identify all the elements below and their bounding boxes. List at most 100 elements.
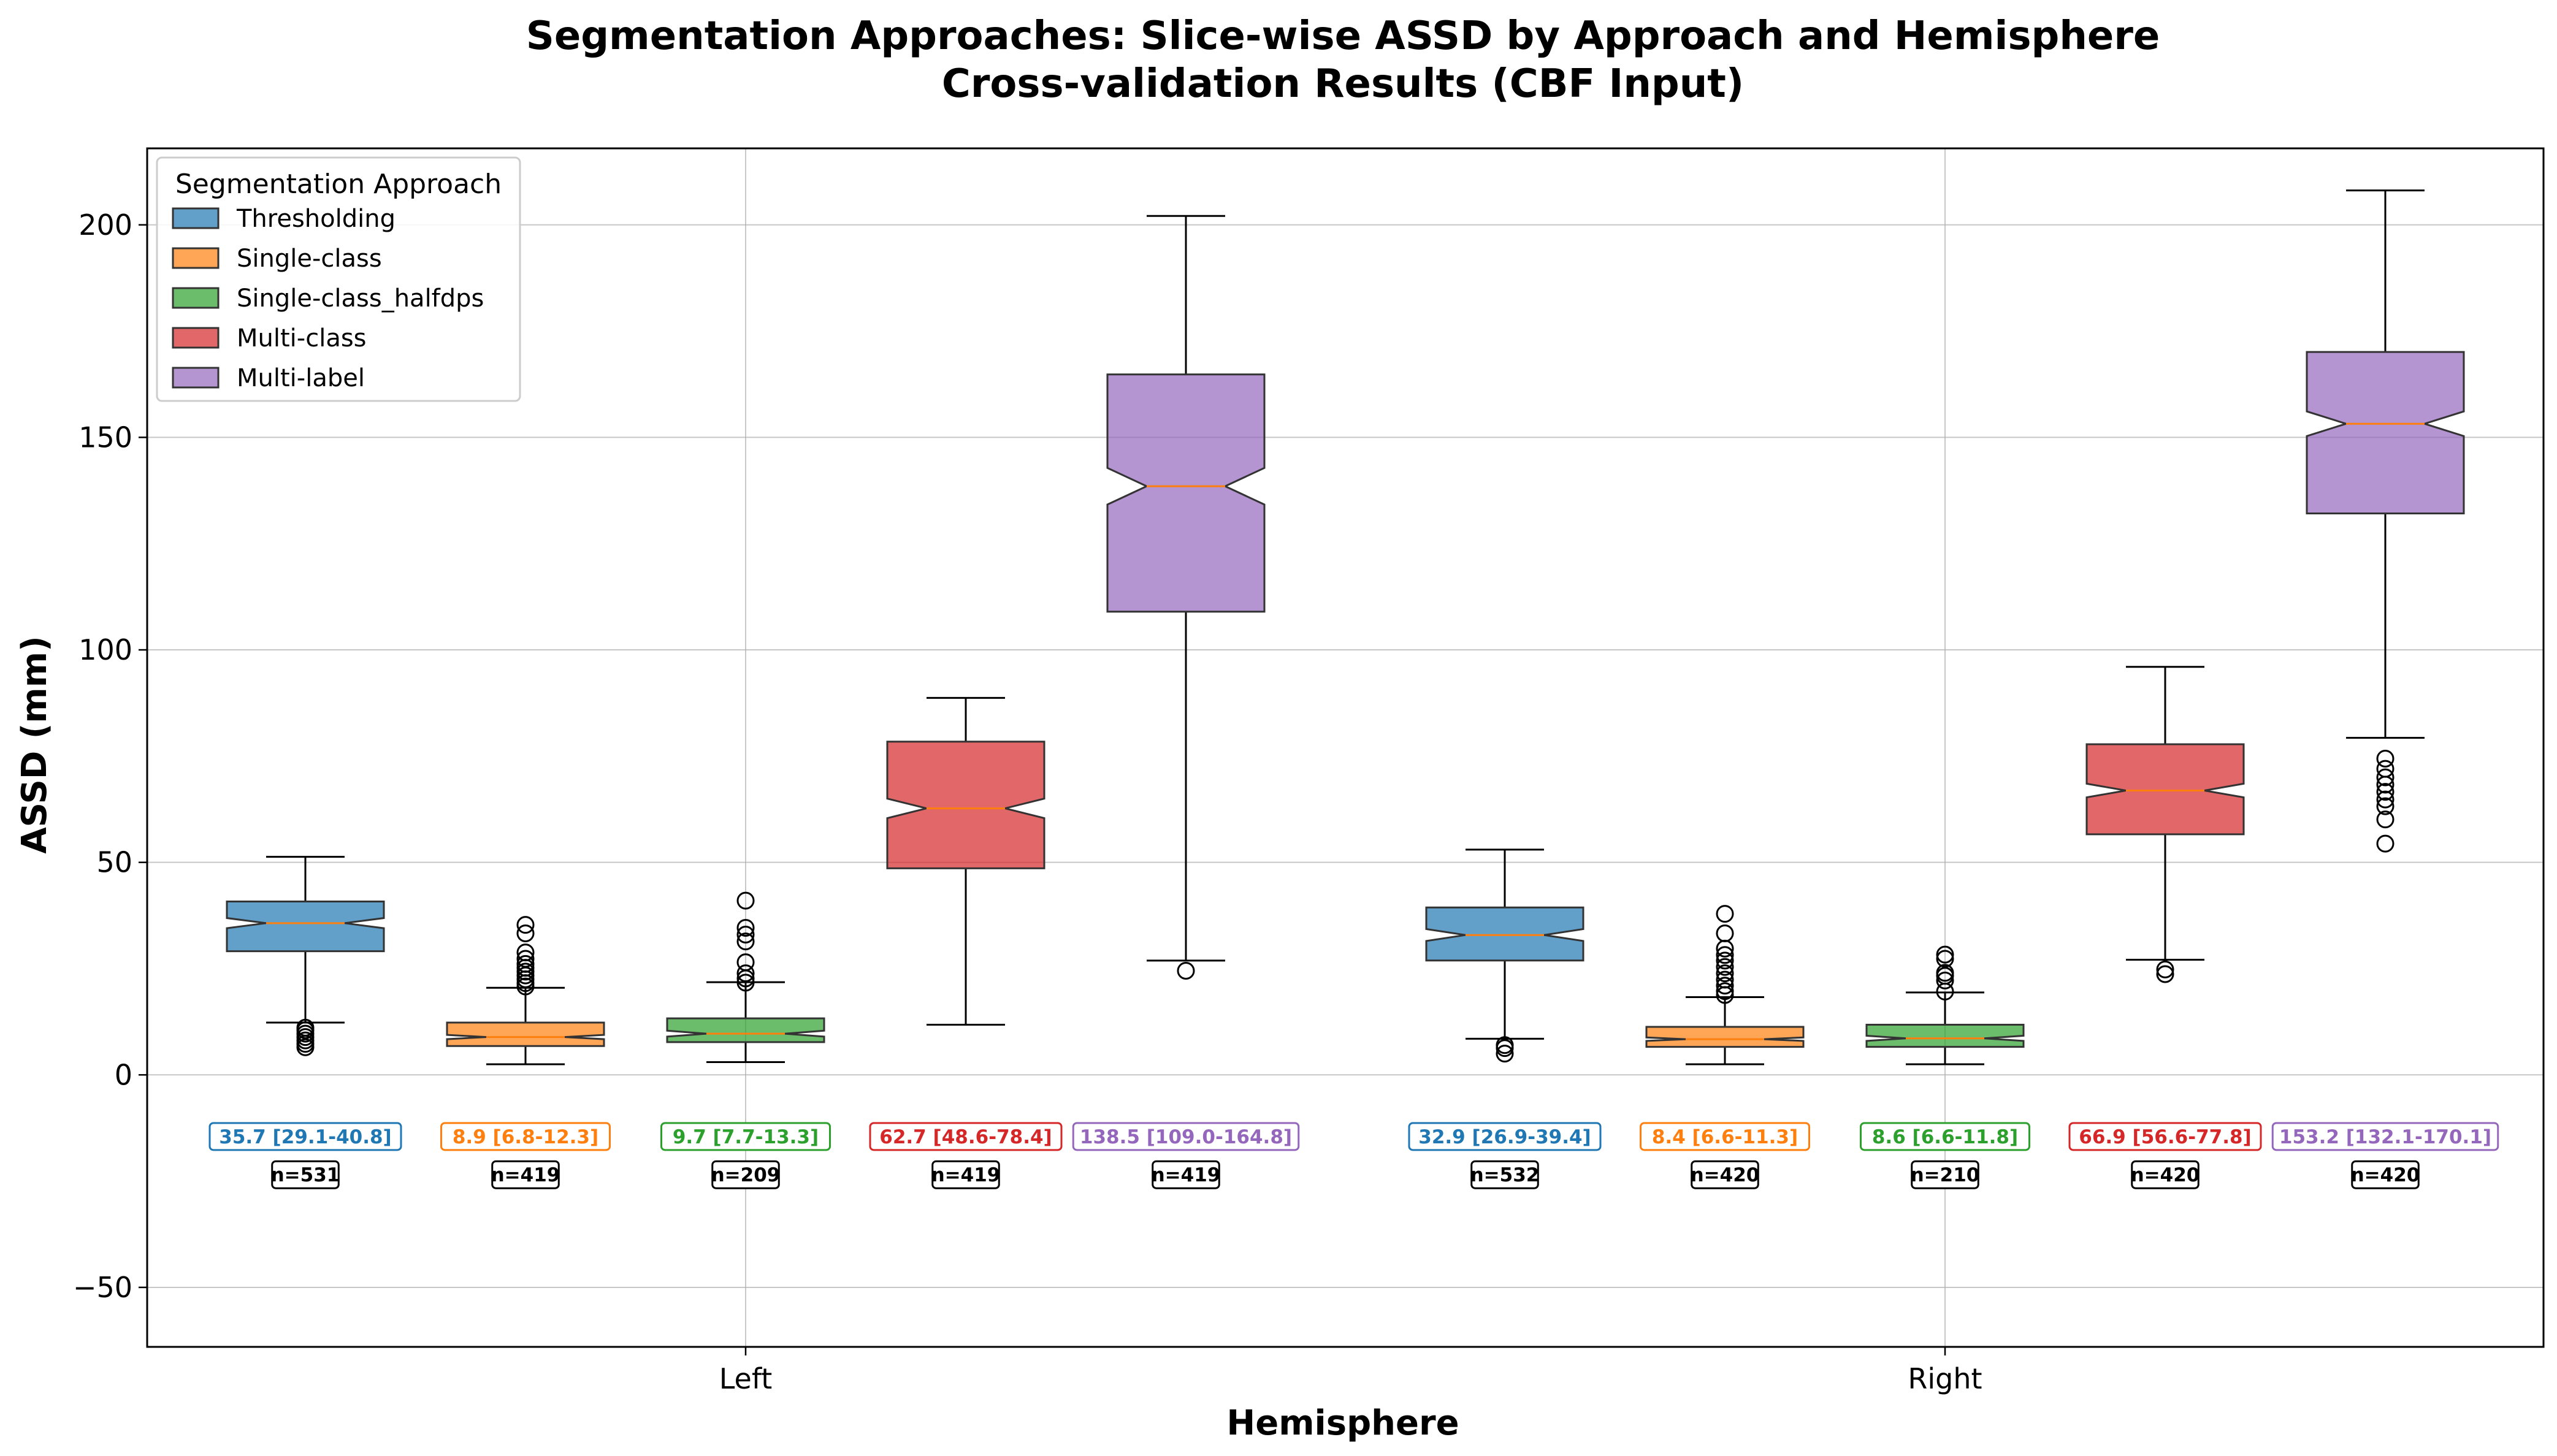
plot-frame xyxy=(146,147,2545,1348)
n-label-text: n=531 xyxy=(271,1164,340,1186)
n-label-box xyxy=(2131,1160,2200,1189)
box-multi-class-right xyxy=(2085,666,2245,983)
box-body xyxy=(446,1021,605,1047)
outlier-point xyxy=(2376,797,2395,815)
box-body xyxy=(1425,906,1584,962)
legend-swatch xyxy=(172,207,220,229)
y-tick-label: 150 xyxy=(78,421,132,454)
grid-lines xyxy=(147,148,2544,1347)
stat-label-box xyxy=(1860,1122,2030,1151)
stat-label-box xyxy=(869,1122,1063,1151)
outlier-point xyxy=(2156,965,2174,983)
chart-subtitle: Cross-validation Results (CBF Input) xyxy=(942,61,1744,107)
stat-label-text: 62.7 [48.6-78.4] xyxy=(879,1126,1052,1148)
stat-label-box xyxy=(660,1122,831,1151)
box-body xyxy=(886,741,1045,869)
outlier-point xyxy=(736,974,755,992)
outlier-point xyxy=(296,1018,315,1037)
legend-item-multi-label: Multi-label xyxy=(172,364,365,392)
legend-frame xyxy=(156,156,521,402)
legend: Segmentation Approach Thresholding Single-… xyxy=(156,156,521,402)
box-single-class-halfdps-left xyxy=(666,891,825,1064)
y-tick-label: 200 xyxy=(78,208,132,242)
stat-label-text: 8.9 [6.8-12.3] xyxy=(453,1126,598,1148)
outlier-point xyxy=(2376,810,2395,829)
stat-label-multi-label-left: 138.5 [109.0-164.8] n=419 xyxy=(1072,1122,1300,1189)
stat-label-single-class-right: 8.4 [6.6-11.3] n=420 xyxy=(1640,1122,1810,1189)
outlier-point xyxy=(2376,790,2395,809)
stat-label-multi-label-right: 153.2 [132.1-170.1] n=420 xyxy=(2271,1122,2499,1189)
outlier-point xyxy=(1177,961,1195,980)
outlier-point xyxy=(1716,977,1734,995)
box-body xyxy=(2085,743,2245,836)
outlier-point xyxy=(1496,1036,1514,1054)
box-body xyxy=(1645,1026,1805,1048)
legend-label: Single-class xyxy=(237,245,382,273)
n-label-text: n=419 xyxy=(931,1164,1001,1186)
y-tick-label: 100 xyxy=(78,633,132,666)
legend-item-single-class-halfdps: Single-class_halfdps xyxy=(172,284,484,313)
y-tick-label: 50 xyxy=(96,846,132,879)
outlier-point xyxy=(1716,958,1734,976)
outlier-point xyxy=(1716,970,1734,989)
n-label-text: n=420 xyxy=(2131,1164,2200,1186)
outlier-point xyxy=(516,950,535,968)
n-label-box xyxy=(271,1160,340,1189)
outlier-point xyxy=(1716,951,1734,970)
n-label-box xyxy=(1470,1160,1539,1189)
stat-label-multi-class-right: 66.9 [56.6-77.8] n=420 xyxy=(2068,1122,2262,1189)
legend-title: Segmentation Approach xyxy=(175,169,502,200)
outlier-point xyxy=(2376,768,2395,787)
annotation-group: 35.7 [29.1-40.8] n=531 32.9 [26.9-39.4] n=5… xyxy=(208,1122,2499,1189)
outlier-point xyxy=(736,953,755,972)
n-label-box xyxy=(1911,1160,1979,1189)
axes-frame: −50 0 50 100 150 200 Left Right xyxy=(73,147,2545,1395)
n-label-text: n=532 xyxy=(1470,1164,1540,1186)
outlier-point xyxy=(2376,834,2395,853)
outlier-point xyxy=(1936,945,1954,964)
n-label-box xyxy=(711,1160,780,1189)
chart-title: Segmentation Approaches: Slice-wise ASSD… xyxy=(526,13,2160,59)
outlier-point xyxy=(736,926,755,944)
outlier-point xyxy=(2376,750,2395,768)
stat-label-text: 153.2 [132.1-170.1] xyxy=(2279,1126,2491,1148)
outlier-point xyxy=(1716,982,1734,1001)
outlier-point xyxy=(1496,1045,1514,1063)
box-body xyxy=(666,1017,825,1043)
outlier-point xyxy=(1936,964,1954,982)
legend-item-thresholding: Thresholding xyxy=(172,205,396,233)
legend-swatch xyxy=(172,327,220,349)
legend-swatch xyxy=(172,367,220,389)
stat-label-text: 8.4 [6.6-11.3] xyxy=(1652,1126,1798,1148)
stat-label-thresholding-left: 35.7 [29.1-40.8] n=531 xyxy=(208,1122,402,1189)
outlier-point xyxy=(516,916,535,934)
stat-label-text: 32.9 [26.9-39.4] xyxy=(1418,1126,1591,1148)
stat-label-box xyxy=(2271,1122,2499,1151)
stat-label-text: 8.6 [6.6-11.8] xyxy=(1872,1126,2018,1148)
n-label-text: n=210 xyxy=(1911,1164,1980,1186)
box-single-class-halfdps-right xyxy=(1865,945,2025,1065)
box-multi-label-left xyxy=(1106,215,1266,980)
box-body xyxy=(1106,373,1266,613)
box-single-class-left xyxy=(446,916,605,1065)
box-single-class-right xyxy=(1645,905,1805,1065)
box-series-group xyxy=(226,189,2465,1065)
stat-label-text: 35.7 [29.1-40.8] xyxy=(219,1126,391,1148)
n-label-box xyxy=(1691,1160,1759,1189)
y-tick-label: 0 xyxy=(115,1058,132,1091)
outlier-point xyxy=(736,918,755,937)
legend-item-multi-class: Multi-class xyxy=(172,324,367,353)
x-tick-label-right: Right xyxy=(1908,1362,1982,1395)
outlier-point xyxy=(516,943,535,962)
n-label-text: n=209 xyxy=(711,1164,781,1186)
box-thresholding-right xyxy=(1425,848,1584,1063)
outlier-point xyxy=(1716,946,1734,964)
box-body xyxy=(1865,1024,2025,1048)
outlier-point xyxy=(1716,924,1734,942)
legend-item-single-class: Single-class xyxy=(172,245,382,273)
n-label-text: n=420 xyxy=(1691,1164,1760,1186)
outlier-point xyxy=(1936,971,1954,989)
stat-label-single-class-left: 8.9 [6.8-12.3] n=419 xyxy=(440,1122,611,1189)
x-axis-label: Hemisphere xyxy=(1226,1403,1459,1443)
